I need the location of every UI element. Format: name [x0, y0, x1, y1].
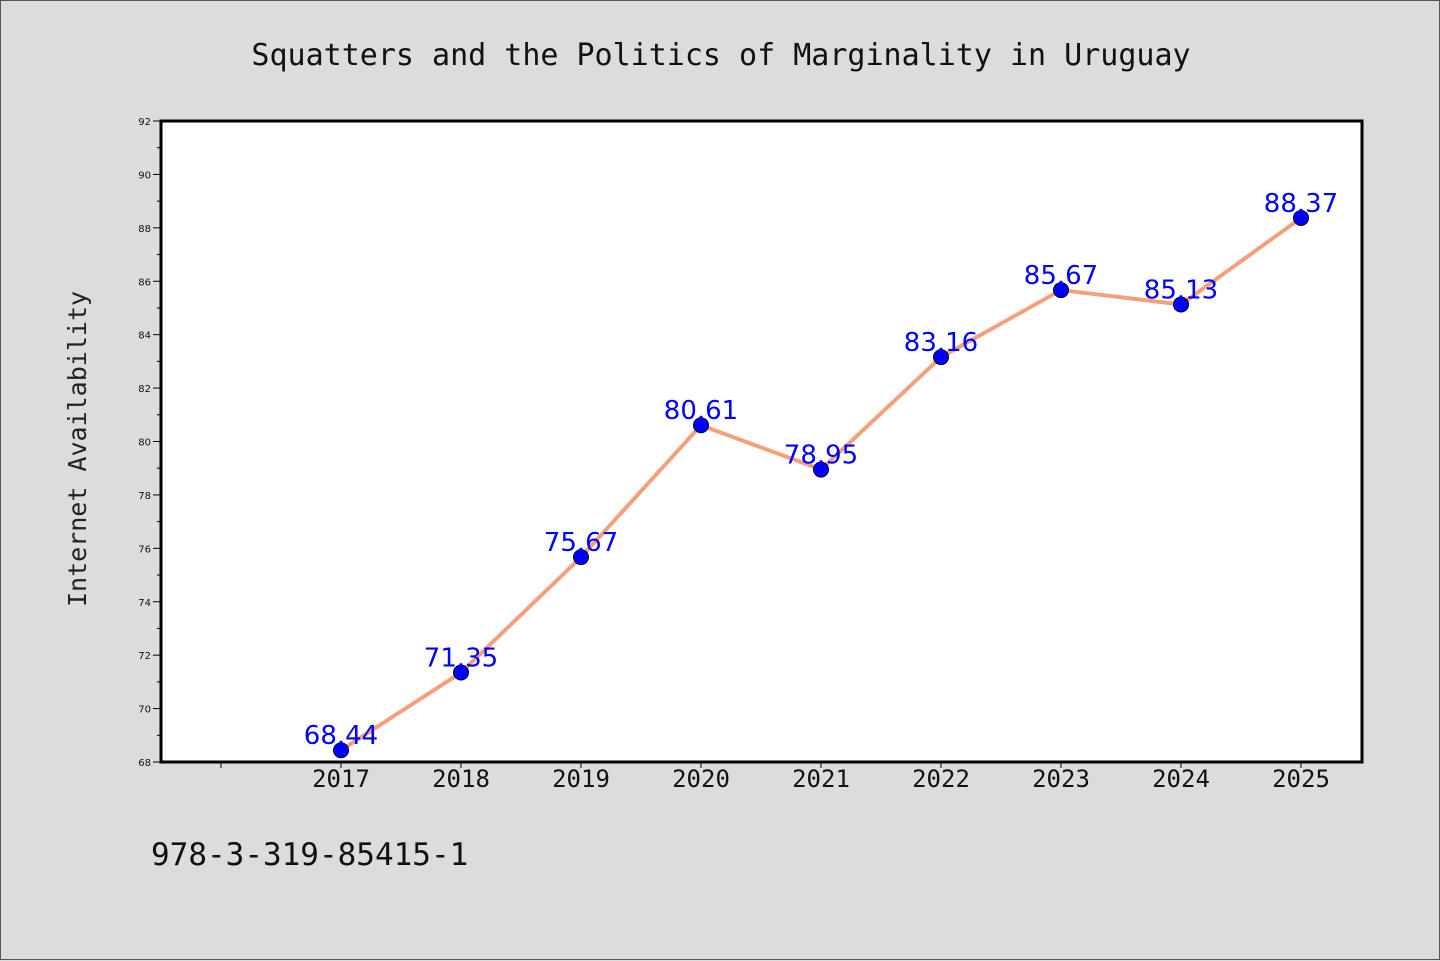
- data-label: 85.67: [1024, 261, 1098, 291]
- y-tick-label: 68: [138, 758, 151, 769]
- y-tick-label: 86: [138, 277, 151, 288]
- x-tick-label: 2018: [432, 765, 490, 793]
- data-point: [453, 664, 469, 681]
- data-point: [1173, 296, 1189, 313]
- plot-area: [159, 119, 1364, 764]
- data-label: 71.35: [424, 644, 498, 674]
- data-label: 75.67: [544, 528, 618, 558]
- x-axis: 2017 2018 2019 2020 2021 2022 2023 2024 2025: [220, 762, 1330, 793]
- x-tick-label: 2021: [792, 765, 850, 793]
- data-point: [1293, 209, 1309, 226]
- data-label: 85.13: [1144, 275, 1218, 305]
- y-tick-label: 76: [138, 544, 151, 555]
- y-tick-label: 90: [138, 170, 151, 181]
- x-tick-label: 2023: [1032, 765, 1090, 793]
- data-label: 78.95: [784, 441, 858, 471]
- y-tick-label: 74: [138, 598, 151, 609]
- y-tick-label: 82: [138, 384, 151, 395]
- data-label: 88.37: [1264, 189, 1338, 219]
- y-tick-label: 88: [138, 224, 151, 235]
- isbn-footer: 978-3-319-85415-1: [151, 837, 468, 873]
- y-tick-label: 80: [138, 438, 151, 449]
- y-tick-label: 70: [138, 705, 151, 716]
- series-layer: [333, 209, 1309, 759]
- data-point: [813, 461, 829, 478]
- y-tick-label: 72: [138, 651, 151, 662]
- data-labels-layer: 68.44 71.35 75.67 80.61 78.95 83.16 85.67 85.13…: [304, 189, 1338, 751]
- data-point: [933, 349, 949, 366]
- x-tick-label: 2025: [1272, 765, 1330, 793]
- data-point: [1053, 282, 1069, 299]
- data-point: [693, 417, 709, 434]
- x-tick-label: 2019: [552, 765, 610, 793]
- chart-title: Squatters and the Politics of Marginalit…: [251, 38, 1190, 73]
- data-label: 68.44: [304, 721, 378, 751]
- data-label: 83.16: [904, 328, 978, 358]
- x-tick-label: 2017: [312, 765, 370, 793]
- data-point: [333, 742, 349, 759]
- data-label: 80.61: [664, 396, 738, 426]
- y-tick-label: 84: [138, 331, 151, 342]
- y-tick-label: 92: [138, 117, 151, 128]
- x-tick-label: 2022: [912, 765, 970, 793]
- data-point: [573, 549, 589, 566]
- x-tick-label: 2024: [1152, 765, 1210, 793]
- y-axis: 68 70 72 74 76 78 80 82 84 86 88 90 92: [138, 117, 161, 769]
- y-tick-label: 78: [138, 491, 151, 502]
- y-axis-label: Internet Availability: [63, 291, 92, 607]
- x-tick-label: 2020: [672, 765, 730, 793]
